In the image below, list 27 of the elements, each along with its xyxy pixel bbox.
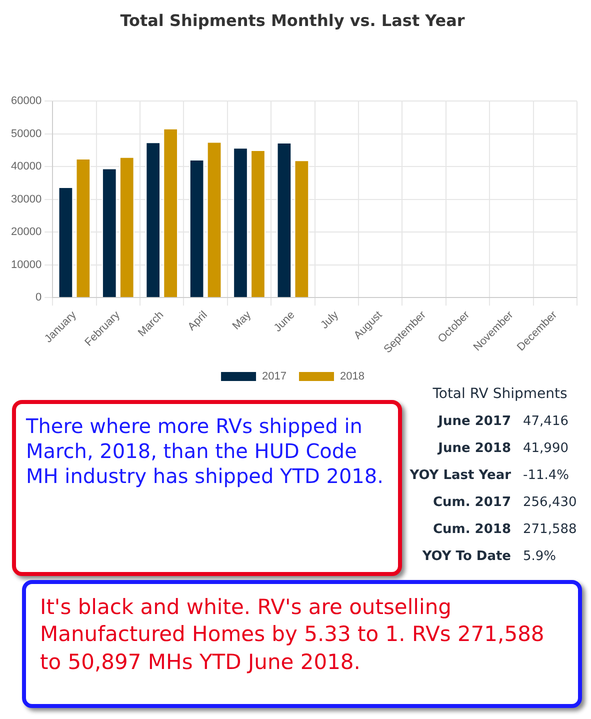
text: 271,588 bbox=[523, 522, 577, 537]
text: -11.4% bbox=[523, 468, 569, 483]
x-tick-label: May bbox=[230, 308, 254, 332]
text: Total RV Shipments bbox=[432, 386, 568, 402]
text: 41,990 bbox=[523, 441, 568, 456]
text: YOY Last Year bbox=[408, 468, 511, 483]
y-tick-label: 20000 bbox=[10, 226, 42, 238]
chart-title: Total Shipments Monthly vs. Last Year bbox=[120, 10, 465, 30]
text: 47,416 bbox=[523, 414, 568, 429]
legend-label: 2017 bbox=[262, 370, 287, 383]
y-tick-label: 0 bbox=[35, 292, 42, 304]
text: June 2017 bbox=[436, 414, 511, 429]
y-tick-label: 60000 bbox=[10, 95, 42, 108]
text: Cum. 2018 bbox=[432, 522, 511, 537]
legend-label: 2018 bbox=[340, 370, 364, 383]
text: 256,430 bbox=[523, 495, 577, 510]
text: Cum. 2017 bbox=[432, 495, 511, 510]
y-tick-label: 50000 bbox=[10, 128, 42, 140]
text: 5.9% bbox=[523, 549, 556, 564]
x-tick-label: July bbox=[318, 308, 342, 332]
y-tick-label: 30000 bbox=[10, 193, 42, 206]
y-tick-label: 40000 bbox=[10, 160, 42, 173]
text: June 2018 bbox=[436, 441, 511, 456]
y-tick-label: 10000 bbox=[10, 258, 42, 271]
text: There where more RVs shipped in March, 2018, than the HUD Code MH industry has shipped YTD 2018. bbox=[12, 400, 402, 576]
text: YOY To Date bbox=[421, 549, 511, 564]
text: It's black and white. RV's are outselling Manufactured Homes by 5.33 to 1. RVs 271,588 to 50,897 MHs YTD June 2018. bbox=[22, 580, 582, 708]
